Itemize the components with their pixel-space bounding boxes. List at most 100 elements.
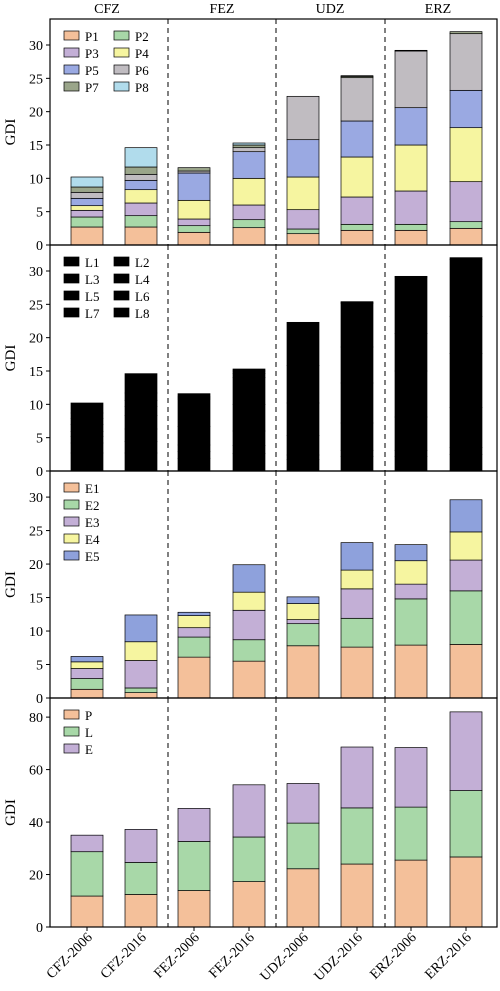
legend-swatch-l8 — [113, 307, 130, 318]
bar-segment-p4-erz-2006 — [394, 144, 428, 192]
bar-segment-p8-cfz-2016 — [124, 147, 158, 168]
bar-segment-l7-erz-2016 — [449, 257, 483, 261]
bar-segment-p4-fez-2016 — [232, 177, 266, 206]
bar-segment-p-udz-2016 — [340, 863, 374, 928]
y-tick-label: 15 — [29, 592, 43, 607]
bar-segment-l3-fez-2006 — [177, 444, 211, 453]
bar-segment-e4-cfz-2016 — [124, 641, 158, 661]
bar-segment-p6-erz-2006 — [394, 50, 428, 109]
legend-label-p3: P3 — [85, 46, 99, 61]
bar-segment-p6-fez-2016 — [232, 147, 266, 153]
bar-segment-e-erz-2016 — [449, 711, 483, 791]
y-tick-label: 5 — [36, 659, 43, 674]
bar-segment-p7-cfz-2016 — [124, 166, 158, 175]
bar-segment-p1-fez-2016 — [232, 227, 266, 246]
legend-label-e5: E5 — [85, 549, 99, 564]
y-tick-label: 20 — [29, 558, 43, 573]
bar-segment-p1-erz-2006 — [394, 229, 428, 246]
bar-segment-l1-fez-2006 — [177, 457, 211, 472]
bar-segment-l1-cfz-2016 — [124, 452, 158, 472]
bar-segment-l-cfz-2016 — [124, 862, 158, 895]
bar-segment-l2-cfz-2006 — [70, 442, 104, 454]
legend-swatch-p4 — [113, 47, 130, 58]
legend-label-p5: P5 — [85, 63, 99, 78]
bar-segment-e1-cfz-2006 — [70, 688, 104, 699]
bar-segment-p7-fez-2016 — [232, 144, 266, 149]
bar-segment-e1-fez-2016 — [232, 660, 266, 699]
bar-segment-e2-fez-2016 — [232, 639, 266, 662]
bar-segment-l6-udz-2006 — [286, 321, 320, 367]
bar-segment-l5-cfz-2006 — [70, 423, 104, 433]
bar-segment-p4-erz-2016 — [449, 127, 483, 183]
legend-label-l: L — [85, 725, 93, 740]
bar-segment-l7-cfz-2016 — [124, 392, 158, 401]
legend-swatch-e2 — [63, 499, 80, 510]
bar-segment-e3-erz-2016 — [449, 559, 483, 592]
legend-label-e1: E1 — [85, 481, 99, 496]
y-axis-label: GDI — [3, 345, 19, 372]
y-axis-label: GDI — [3, 119, 19, 146]
y-tick-label: 0 — [36, 692, 43, 707]
bar-segment-l4-fez-2016 — [232, 403, 266, 432]
legend-swatch-l5 — [63, 290, 80, 301]
bar-segment-l1-erz-2006 — [394, 455, 428, 472]
bar-segment-l3-erz-2006 — [394, 416, 428, 451]
bar-segment-e5-cfz-2006 — [70, 656, 104, 663]
bar-segment-e4-erz-2016 — [449, 531, 483, 561]
bar-segment-e-cfz-2016 — [124, 829, 158, 863]
y-tick-label: 0 — [36, 239, 43, 254]
y-axis-label: GDI — [3, 571, 19, 598]
bar-segment-p-fez-2006 — [177, 890, 211, 928]
bar-segment-l3-udz-2006 — [286, 435, 320, 456]
bar-segment-e2-cfz-2006 — [70, 678, 104, 690]
legend-swatch-p7 — [63, 81, 80, 92]
bar-segment-l4-erz-2016 — [449, 353, 483, 409]
bar-segment-l2-udz-2006 — [286, 454, 320, 461]
bar-segment-p-cfz-2016 — [124, 894, 158, 928]
bar-segment-e3-erz-2006 — [394, 583, 428, 600]
legend-swatch-e3 — [63, 516, 80, 527]
bar-segment-p-fez-2016 — [232, 881, 266, 928]
legend-swatch-e4 — [63, 533, 80, 544]
bar-segment-l8-cfz-2016 — [124, 373, 158, 394]
y-tick-label: 25 — [29, 525, 43, 540]
bar-segment-p2-cfz-2006 — [70, 216, 104, 228]
bar-segment-p3-udz-2006 — [286, 209, 320, 230]
bar-segment-e3-udz-2016 — [340, 588, 374, 619]
bar-segment-e1-cfz-2016 — [124, 692, 158, 699]
bar-segment-p2-erz-2016 — [449, 221, 483, 229]
y-axis-label: GDI — [3, 799, 19, 826]
bar-segment-l1-cfz-2006 — [70, 452, 104, 472]
bar-segment-l7-erz-2006 — [394, 275, 428, 278]
bar-segment-e3-cfz-2016 — [124, 660, 158, 689]
bar-segment-e-fez-2006 — [177, 808, 211, 842]
y-tick-label: 25 — [29, 72, 43, 87]
bar-segment-l4-cfz-2006 — [70, 431, 104, 437]
x-tick-label-cfz-2006: CFZ-2006 — [44, 930, 96, 982]
legend-label-l3: L3 — [85, 272, 99, 287]
bar-segment-p3-cfz-2016 — [124, 202, 158, 217]
bar-segment-e5-cfz-2016 — [124, 614, 158, 643]
bar-segment-p1-udz-2016 — [340, 229, 374, 246]
y-tick-label: 5 — [36, 206, 43, 221]
bar-segment-l-cfz-2006 — [70, 851, 104, 897]
y-tick-label: 40 — [29, 816, 43, 831]
bar-segment-l6-erz-2016 — [449, 259, 483, 317]
bar-segment-p5-cfz-2016 — [124, 179, 158, 191]
legend-swatch-l — [63, 726, 80, 737]
bar-segment-l5-fez-2016 — [232, 377, 266, 405]
bar-segment-l-fez-2006 — [177, 841, 211, 891]
legend-label-l2: L2 — [135, 255, 149, 270]
legend-swatch-p2 — [113, 30, 130, 41]
bar-segment-l8-udz-2016 — [340, 301, 374, 303]
legend-label-p8: P8 — [135, 80, 149, 95]
bar-segment-e4-fez-2016 — [232, 591, 266, 611]
bar-segment-l2-fez-2016 — [232, 445, 266, 455]
y-tick-label: 0 — [36, 465, 43, 480]
bar-segment-e2-erz-2006 — [394, 598, 428, 646]
panel-4: 0 20 40 60 80 GDI PLE — [3, 697, 498, 936]
bar-segment-e4-fez-2006 — [177, 615, 211, 629]
legend-swatch-e1 — [63, 482, 80, 493]
bar-segment-l3-erz-2016 — [449, 407, 483, 449]
panel-3: 0 5 10 15 20 25 30 GDI E1 E2 E3 E4 E5 — [3, 470, 498, 707]
